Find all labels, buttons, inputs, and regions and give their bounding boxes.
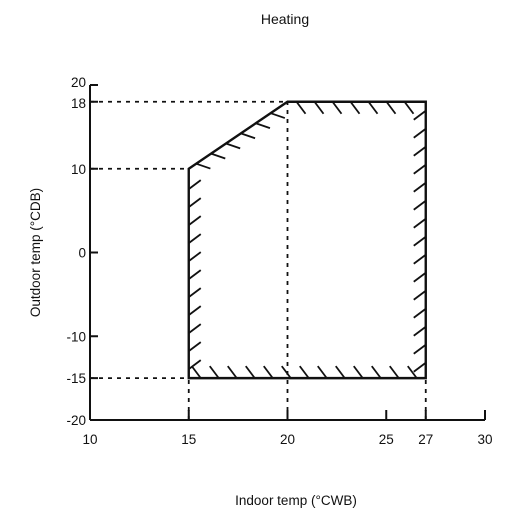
y-tick-label-minus15: -15 <box>66 371 86 386</box>
hatch-mark-47 <box>263 365 274 379</box>
hatch-mark-38 <box>413 362 427 373</box>
hatch-mark-26 <box>413 146 427 157</box>
x-tick-label-15: 15 <box>181 432 196 447</box>
hatch-mark-29 <box>413 200 427 211</box>
hatch-mark-15 <box>255 122 271 130</box>
hatch-mark-14 <box>240 132 256 140</box>
x-tick-label-30: 30 <box>477 432 492 447</box>
hatch-mark-27 <box>413 164 427 175</box>
x-axis-label: Indoor temp (°CWB) <box>235 493 357 508</box>
hatch-mark-7 <box>188 233 202 244</box>
guide-lines <box>90 100 427 420</box>
y-tick-label-10: 10 <box>71 162 86 177</box>
operating-range-region <box>187 100 427 380</box>
operating-range-boundary <box>187 100 427 380</box>
hatch-mark-13 <box>225 142 241 150</box>
hatch-mark-46 <box>281 365 292 379</box>
hatch-mark-2 <box>188 323 202 334</box>
hatch-mark-1 <box>188 341 202 352</box>
hatch-mark-10 <box>188 179 202 190</box>
hatch-mark-4 <box>188 287 202 298</box>
hatch-mark-43 <box>335 365 346 379</box>
hatch-mark-32 <box>413 254 427 265</box>
hatch-mark-28 <box>413 182 427 193</box>
hatch-mark-48 <box>245 365 256 379</box>
hatch-mark-39 <box>407 365 418 379</box>
hatch-mark-49 <box>227 365 238 379</box>
y-tick-label-18: 18 <box>71 96 86 111</box>
x-tick-label-10: 10 <box>82 432 97 447</box>
hatch-mark-41 <box>371 365 382 379</box>
y-tick-label-minus20: -20 <box>66 413 86 428</box>
axes <box>89 84 486 421</box>
hatch-mark-44 <box>317 365 328 379</box>
hatch-mark-45 <box>299 365 310 379</box>
hatch-mark-16 <box>270 112 286 119</box>
chart-title: Heating <box>261 11 309 27</box>
hatch-mark-30 <box>413 218 427 229</box>
y-tick-label-0: 0 <box>78 246 86 261</box>
hatch-mark-12 <box>210 152 226 160</box>
hatch-mark-50 <box>209 365 220 379</box>
hatch-mark-5 <box>188 269 202 280</box>
y-axis-label: Outdoor temp (°CDB) <box>28 188 43 317</box>
hatch-mark-31 <box>413 236 427 247</box>
hatch-mark-8 <box>188 215 202 226</box>
hatch-mark-36 <box>413 326 427 337</box>
hatch-mark-35 <box>413 308 427 319</box>
hatch-mark-6 <box>188 251 202 262</box>
x-tick-label-27: 27 <box>418 432 433 447</box>
hatch-mark-40 <box>389 365 400 379</box>
tick-labels: 10 15 20 25 27 30 20 18 10 0 -10 -15 -20 <box>66 75 492 447</box>
hatch-mark-18 <box>313 101 325 115</box>
hatch-mark-17 <box>295 101 307 115</box>
hatch-mark-23 <box>403 101 415 115</box>
hatch-mark-51 <box>191 365 202 379</box>
y-tick-label-minus10: -10 <box>66 329 86 344</box>
hatch-mark-42 <box>353 365 364 379</box>
hatch-mark-20 <box>349 101 361 115</box>
hatch-mark-19 <box>331 101 343 115</box>
hatch-mark-24 <box>413 110 427 121</box>
hatch-mark-22 <box>385 101 397 115</box>
y-tick-label-20: 20 <box>71 75 86 90</box>
x-tick-label-20: 20 <box>280 432 295 447</box>
hatch-mark-0 <box>188 359 202 370</box>
hatch-mark-11 <box>195 162 211 170</box>
x-tick-label-25: 25 <box>379 432 394 447</box>
hatch-mark-9 <box>188 197 202 208</box>
hatch-mark-25 <box>413 128 427 139</box>
hatch-mark-33 <box>413 272 427 283</box>
hatch-mark-37 <box>413 344 427 355</box>
hatch-mark-21 <box>367 101 379 115</box>
hatch-mark-34 <box>413 290 427 301</box>
hatch-mark-3 <box>188 305 202 316</box>
